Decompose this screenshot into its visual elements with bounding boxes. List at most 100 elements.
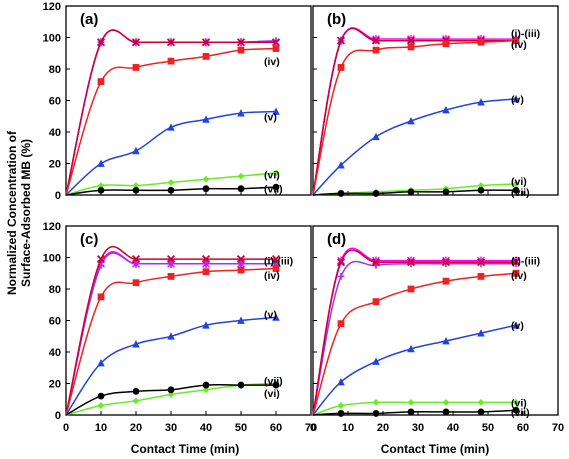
y-tick-label: 100 (43, 33, 61, 45)
data-point-vii (372, 410, 380, 417)
series-label: (v) (511, 94, 524, 106)
series-iii (312, 249, 521, 416)
data-point-vii (132, 387, 140, 395)
series-vi (65, 169, 280, 196)
y-tick-label: 20 (49, 159, 61, 171)
data-point-iv (132, 279, 140, 287)
y-tick-label: 60 (49, 316, 61, 328)
data-point-iv (337, 320, 345, 328)
data-point-vi (237, 172, 245, 180)
panel-label: (c) (80, 231, 98, 248)
data-point-iii (336, 36, 346, 45)
series-label: (iv) (264, 56, 280, 68)
series-ii (65, 252, 280, 416)
data-point-v (512, 321, 520, 329)
data-point-iii (236, 255, 246, 264)
data-point-iii (511, 258, 521, 267)
data-point-vii (272, 381, 280, 389)
data-point-vii (407, 408, 415, 416)
data-point-v (442, 105, 450, 114)
x-axis-label-left: Contact Time (min) (131, 442, 239, 456)
data-point-iii (406, 36, 416, 45)
data-point-v (202, 321, 210, 329)
data-point-vi (477, 399, 485, 406)
series-vii (312, 186, 520, 197)
x-tick-label: 60 (270, 422, 282, 434)
data-point-v (97, 359, 105, 367)
data-point-iv (272, 45, 280, 52)
data-point-iii (271, 255, 281, 264)
data-point-v (167, 123, 175, 131)
data-point-iii (201, 255, 211, 264)
panel-label: (d) (327, 231, 346, 248)
data-point-iv (237, 266, 245, 274)
data-point-v (512, 94, 520, 103)
y-tick-label: 120 (43, 221, 61, 233)
x-tick-label: 40 (200, 422, 212, 434)
series-iii (65, 245, 281, 416)
data-point-ii (202, 260, 210, 268)
series-v (65, 107, 280, 196)
x-tick-label: 70 (305, 422, 317, 434)
data-point-ii (337, 273, 345, 280)
series-label: (vii) (264, 375, 283, 387)
series-label: (i)-(iii) (511, 256, 540, 268)
x-tick-label: 20 (130, 422, 142, 434)
data-point-iv (372, 298, 380, 305)
panel-b: (i)-(iii)(iv) (v) (vi)(vii) (b) (312, 5, 559, 199)
data-point-iv (407, 285, 415, 293)
data-point-iv (372, 46, 380, 54)
data-point-ii (132, 260, 140, 268)
data-point-v (272, 107, 280, 115)
panel-d: 0 10 20 30 40 50 60 70 (i)-(iii) (iv) (v) (vi)(vii)… (310, 225, 564, 434)
data-point-v (372, 357, 380, 365)
data-point-vii (272, 183, 280, 191)
series-label: (vii) (511, 407, 530, 419)
data-point-v (132, 340, 140, 348)
series-vii (312, 406, 520, 417)
series-label: (vi) (511, 397, 527, 409)
y-axis-label-line2: Surface-Adsorbed MB (%) (19, 139, 33, 287)
data-point-v (337, 161, 345, 169)
data-point-iv (337, 64, 345, 71)
series-label: (v) (511, 320, 524, 332)
data-point-iv (407, 43, 415, 51)
x-tick-label: 70 (552, 422, 564, 434)
data-point-vii (442, 188, 450, 196)
y-tick-label: 0 (55, 410, 61, 422)
series-iv (65, 45, 280, 196)
data-point-v (272, 313, 280, 321)
data-point-iv (167, 57, 175, 65)
data-point-iv (97, 78, 105, 85)
y-tick-label: 20 (49, 379, 61, 391)
data-point-iii (271, 38, 281, 47)
y-tick-label: 40 (49, 347, 61, 359)
data-point-iii (371, 258, 381, 267)
panel-c: 0 20 40 60 80 100 120 0 10 20 30 40 50 60 70 (i)-(iii) (… (43, 221, 317, 434)
data-point-iii (131, 255, 141, 264)
data-point-iv (132, 64, 140, 71)
data-point-v (407, 344, 415, 353)
x-tick-label: 10 (95, 422, 107, 434)
x-tick-label: 0 (63, 422, 69, 434)
data-point-v (477, 98, 485, 106)
series-label: (i)-(iii) (264, 256, 293, 268)
data-point-vi (167, 179, 175, 186)
data-point-vii (337, 410, 345, 417)
series-iv (312, 37, 520, 196)
y-axis-label-line1: Normalized Concentration of (5, 130, 19, 295)
series-label: (vi) (264, 388, 280, 400)
x-tick-label: 0 (310, 422, 316, 434)
data-point-iii (441, 258, 451, 267)
x-axis-label-right: Contact Time (min) (381, 442, 489, 456)
x-tick-label: 30 (412, 422, 424, 434)
data-point-vi (512, 399, 520, 406)
data-point-iv (512, 269, 520, 277)
data-point-iii (336, 258, 346, 267)
data-point-iv (167, 273, 175, 280)
series-label: (vi) (511, 176, 527, 188)
data-point-vi (167, 391, 175, 398)
data-point-vi (132, 397, 140, 405)
data-point-vi (272, 169, 280, 177)
data-point-iv (202, 268, 210, 276)
